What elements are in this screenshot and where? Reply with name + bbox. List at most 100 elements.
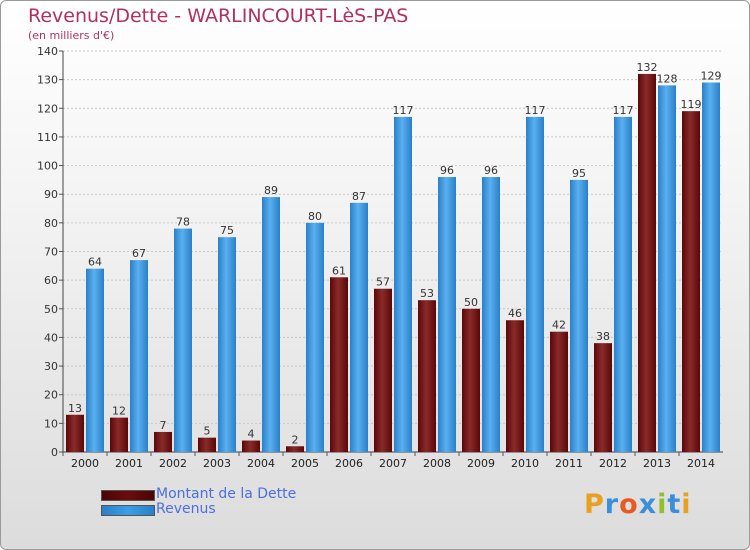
- data-label: 50: [464, 296, 478, 309]
- data-label: 5: [204, 425, 211, 438]
- bar-revenus: [130, 260, 148, 452]
- y-tick-label: 80: [44, 217, 58, 230]
- x-tick-label: 2004: [247, 457, 275, 470]
- data-label: 128: [657, 72, 678, 85]
- x-tick-label: 2006: [335, 457, 363, 470]
- y-tick-label: 140: [37, 45, 58, 58]
- y-tick-label: 100: [37, 160, 58, 173]
- bar-revenus: [570, 179, 588, 452]
- bar-dette: [110, 417, 128, 452]
- x-tick-label: 2001: [115, 457, 143, 470]
- y-tick-label: 130: [37, 74, 58, 87]
- legend-label-revenus: Revenus: [156, 501, 216, 517]
- data-label: 117: [525, 104, 546, 117]
- bar-dette: [242, 440, 260, 452]
- data-label: 13: [68, 402, 82, 415]
- data-label: 53: [420, 287, 434, 300]
- data-label: 75: [220, 224, 234, 237]
- bar-dette: [66, 414, 84, 452]
- bar-revenus: [482, 177, 500, 452]
- bar-dette: [594, 343, 612, 452]
- data-label: 57: [376, 276, 390, 289]
- y-tick-label: 0: [51, 446, 58, 459]
- bar-dette: [286, 446, 304, 452]
- y-tick-label: 50: [44, 303, 58, 316]
- x-tick-label: 2013: [643, 457, 671, 470]
- y-tick-label: 110: [37, 131, 58, 144]
- data-label: 129: [701, 70, 722, 83]
- x-tick-label: 2009: [467, 457, 495, 470]
- data-label: 87: [352, 190, 366, 203]
- bar-revenus: [86, 268, 104, 452]
- y-tick-label: 60: [44, 274, 58, 287]
- x-tick-label: 2007: [379, 457, 407, 470]
- data-label: 4: [248, 428, 255, 441]
- y-tick-label: 120: [37, 102, 58, 115]
- bar-revenus: [526, 116, 544, 452]
- y-tick-label: 10: [44, 417, 58, 430]
- data-label: 95: [572, 167, 586, 180]
- x-tick-label: 2000: [71, 457, 99, 470]
- x-tick-label: 2014: [687, 457, 715, 470]
- data-label: 80: [308, 210, 322, 223]
- x-tick-label: 2002: [159, 457, 187, 470]
- legend-label-dette: Montant de la Dette: [156, 486, 297, 502]
- bar-revenus: [218, 237, 236, 452]
- data-label: 119: [681, 98, 702, 111]
- chart-subtitle: (en milliers d'€): [28, 29, 115, 42]
- data-label: 61: [332, 264, 346, 277]
- bar-dette: [330, 277, 348, 452]
- logo-letter: i: [681, 489, 692, 520]
- y-tick-label: 30: [44, 360, 58, 373]
- x-tick-label: 2008: [423, 457, 451, 470]
- bar-dette: [374, 288, 392, 452]
- bar-revenus: [394, 116, 412, 452]
- data-label: 117: [393, 104, 414, 117]
- data-label: 96: [440, 164, 454, 177]
- logo-letter: P: [584, 489, 605, 520]
- y-tick-label: 90: [44, 188, 58, 201]
- y-tick-label: 20: [44, 389, 58, 402]
- data-label: 42: [552, 319, 566, 332]
- data-label: 46: [508, 307, 522, 320]
- data-label: 89: [264, 184, 278, 197]
- proxiti-logo: Proxiti: [584, 489, 692, 520]
- bar-dette: [418, 300, 436, 452]
- data-label: 132: [637, 61, 658, 74]
- x-tick-label: 2012: [599, 457, 627, 470]
- bar-dette: [638, 73, 656, 453]
- bar-revenus: [306, 222, 324, 452]
- x-tick-label: 2011: [555, 457, 583, 470]
- bar-revenus: [658, 85, 676, 452]
- logo-letter: o: [619, 489, 639, 520]
- bar-revenus: [702, 82, 720, 452]
- data-label: 2: [292, 433, 299, 446]
- data-label: 117: [613, 104, 634, 117]
- bar-dette: [462, 308, 480, 452]
- chart-title: Revenus/Dette - WARLINCOURT-LèS-PAS: [28, 5, 409, 27]
- data-label: 12: [112, 405, 126, 418]
- bar-revenus: [438, 177, 456, 452]
- x-tick-label: 2005: [291, 457, 319, 470]
- data-label: 67: [132, 247, 146, 260]
- logo-letter: t: [667, 489, 682, 520]
- y-tick-label: 70: [44, 246, 58, 259]
- logo-letter: i: [657, 489, 668, 520]
- data-label: 7: [160, 419, 167, 432]
- bar-dette: [550, 331, 568, 452]
- bar-revenus: [262, 197, 280, 452]
- legend-swatch-dette: [101, 490, 155, 501]
- legend-swatch-revenus: [101, 505, 155, 516]
- bar-dette: [154, 431, 172, 452]
- data-label: 96: [484, 164, 498, 177]
- bar-revenus: [174, 228, 192, 452]
- logo-letter: r: [604, 489, 620, 520]
- bar-dette: [198, 437, 216, 452]
- bar-revenus: [350, 202, 368, 452]
- bar-dette: [682, 111, 700, 453]
- bar-dette: [506, 320, 524, 452]
- data-label: 64: [88, 256, 102, 269]
- x-tick-label: 2003: [203, 457, 231, 470]
